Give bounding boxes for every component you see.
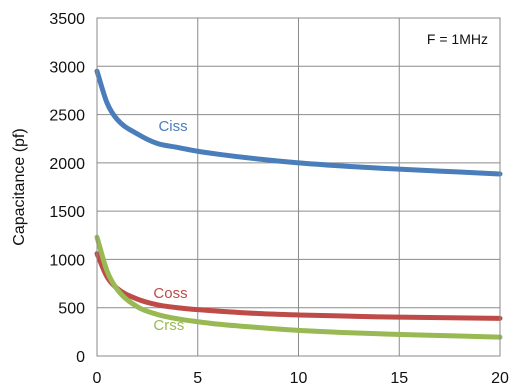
- series-label-ciss: Ciss: [158, 118, 187, 135]
- x-tick-label: 0: [93, 370, 102, 387]
- y-tick-label: 500: [58, 301, 85, 318]
- y-tick-label: 2500: [49, 108, 85, 125]
- x-tick-label: 20: [491, 370, 509, 387]
- x-tick-label: 10: [290, 370, 308, 387]
- x-tick-labels: 0 5 10 15 20: [93, 370, 509, 387]
- series-line-crss: [94, 234, 503, 340]
- frequency-annotation: F = 1MHz: [427, 31, 488, 47]
- series-line-ciss: [94, 68, 503, 177]
- y-tick-label: 3500: [49, 11, 85, 28]
- y-tick-label: 0: [76, 349, 85, 366]
- series-label-crss: Crss: [153, 317, 184, 334]
- x-tick-label: 15: [390, 370, 408, 387]
- y-tick-label: 1000: [49, 252, 85, 269]
- plot-frame: [96, 17, 501, 357]
- x-tick-label: 5: [193, 370, 202, 387]
- y-tick-label: 1500: [49, 204, 85, 221]
- series-labels: Ciss Coss Crss: [153, 118, 187, 334]
- y-tick-label: 3000: [49, 59, 85, 76]
- series-group: [94, 68, 503, 340]
- y-tick-labels: 0 500 1000 1500 2000 2500 3000 3500: [49, 11, 85, 366]
- y-axis-label: Capacitance (pf): [11, 128, 28, 245]
- y-tick-label: 2000: [49, 156, 85, 173]
- series-label-coss: Coss: [153, 285, 187, 302]
